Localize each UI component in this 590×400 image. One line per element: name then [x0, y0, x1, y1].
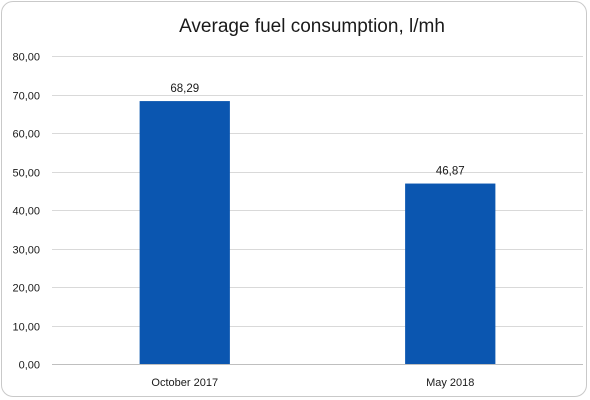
- data-label: 68,29: [170, 83, 199, 95]
- y-tick-label: 20,00: [12, 283, 40, 295]
- y-tick-label: 80,00: [12, 52, 40, 64]
- x-tick-label: October 2017: [151, 377, 218, 389]
- y-tick-label: 40,00: [12, 206, 40, 218]
- y-tick-label: 0,00: [19, 360, 40, 372]
- chart-title: Average fuel consumption, l/mh: [179, 16, 445, 37]
- y-tick-label: 60,00: [12, 129, 40, 141]
- x-tick-label: May 2018: [426, 377, 474, 389]
- gridlines: [52, 56, 583, 365]
- y-tick-label: 70,00: [12, 91, 40, 103]
- y-tick-label: 50,00: [12, 168, 40, 180]
- y-tick-label: 10,00: [12, 322, 40, 334]
- y-axis-ticks: 0,00 10,00 20,00 30,00 40,00 50,00 60,00 70,00 8…: [12, 52, 40, 372]
- bar: [405, 183, 496, 364]
- bar: [139, 101, 230, 364]
- bars: [139, 101, 496, 364]
- data-label: 46,87: [436, 166, 465, 178]
- data-labels: 68,29 46,87: [170, 83, 464, 177]
- x-axis-ticks: October 2017 May 2018: [151, 377, 474, 389]
- y-tick-label: 30,00: [12, 245, 40, 257]
